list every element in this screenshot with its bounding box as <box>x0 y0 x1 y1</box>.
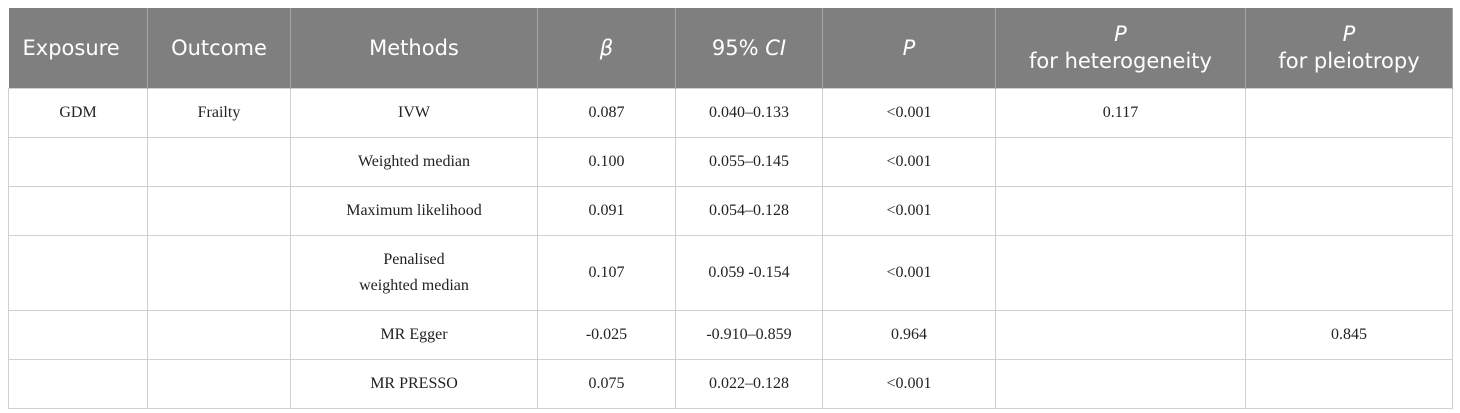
table-cell: 0.055–0.145 <box>675 137 823 187</box>
header-text: for pleiotropy <box>1278 49 1420 73</box>
table-row: Penalised weighted median 0.107 0.059 -0.15… <box>8 235 1453 311</box>
table-cell <box>995 310 1246 360</box>
table-cell <box>147 186 291 236</box>
table-cell: <0.001 <box>822 359 996 409</box>
cell-line: IVW <box>398 104 430 121</box>
table-body: GDM Frailty IVW 0.087 0.040–0.133 <0.001 0.117… <box>8 88 1453 409</box>
table-cell: MR PRESSO <box>290 359 538 409</box>
table-cell: 0.100 <box>537 137 676 187</box>
table-cell: Frailty <box>147 88 291 138</box>
cell-line: Penalised <box>383 251 445 268</box>
cell-line: Weighted median <box>357 153 470 170</box>
header-symbol: β <box>599 35 614 60</box>
table-cell: MR Egger <box>290 310 538 360</box>
table-cell <box>8 235 148 311</box>
table-cell <box>8 359 148 409</box>
table-cell <box>995 359 1246 409</box>
table-cell: Maximum likelihood <box>290 186 538 236</box>
header-text: 95% <box>711 35 759 60</box>
header-text: Outcome <box>171 35 267 60</box>
table-cell: <0.001 <box>822 235 996 311</box>
header-cell: Methods <box>290 8 538 89</box>
table-cell <box>8 186 148 236</box>
table-cell: 0.087 <box>537 88 676 138</box>
table-cell: 0.054–0.128 <box>675 186 823 236</box>
header-symbol: P <box>1114 22 1127 46</box>
table-cell: 0.107 <box>537 235 676 311</box>
header-symbol: P <box>902 35 916 60</box>
table-cell <box>1245 235 1453 311</box>
table-cell: 0.117 <box>995 88 1246 138</box>
cell-line: MR Egger <box>380 326 448 343</box>
cell-line: MR PRESSO <box>370 375 458 392</box>
table-cell: <0.001 <box>822 88 996 138</box>
table-cell: <0.001 <box>822 137 996 187</box>
table-cell <box>1245 88 1453 138</box>
table-cell: IVW <box>290 88 538 138</box>
table-row: GDM Frailty IVW 0.087 0.040–0.133 <0.001 0.117 <box>8 88 1453 138</box>
table-cell: Penalised weighted median <box>290 235 538 311</box>
table-cell: <0.001 <box>822 186 996 236</box>
header-text: Methods <box>369 35 459 60</box>
header-cell: β <box>537 8 676 89</box>
table-cell <box>147 359 291 409</box>
header-text: for heterogeneity <box>1029 49 1212 73</box>
header-cell: Outcome <box>147 8 291 89</box>
table-cell: Weighted median <box>290 137 538 187</box>
table-row: MR Egger -0.025 -0.910–0.859 0.964 0.845 <box>8 310 1453 360</box>
table-cell: 0.059 -0.154 <box>675 235 823 311</box>
table-cell <box>995 235 1246 311</box>
table-row: Weighted median 0.100 0.055–0.145 <0.001 <box>8 137 1453 187</box>
table-row: MR PRESSO 0.075 0.022–0.128 <0.001 <box>8 359 1453 409</box>
table-cell: 0.091 <box>537 186 676 236</box>
table-cell <box>995 186 1246 236</box>
table-row: Maximum likelihood 0.091 0.054–0.128 <0.001 <box>8 186 1453 236</box>
table-cell <box>8 310 148 360</box>
table-cell <box>995 137 1246 187</box>
header-cell: Exposure <box>8 8 148 89</box>
table-cell <box>1245 359 1453 409</box>
table-cell <box>8 137 148 187</box>
table-cell: GDM <box>8 88 148 138</box>
header-symbol: P <box>1342 22 1356 46</box>
table-cell <box>147 310 291 360</box>
table-cell: 0.964 <box>822 310 996 360</box>
table-cell <box>147 235 291 311</box>
table-cell: 0.075 <box>537 359 676 409</box>
header-cell: 95% CI <box>675 8 823 89</box>
table-cell: -0.910–0.859 <box>675 310 823 360</box>
table-cell: 0.022–0.128 <box>675 359 823 409</box>
header-cell: P <box>822 8 996 89</box>
header-symbol: CI <box>765 35 787 60</box>
table-cell: 0.845 <box>1245 310 1453 360</box>
table-cell <box>147 137 291 187</box>
table-cell <box>1245 137 1453 187</box>
cell-line: Maximum likelihood <box>346 202 482 219</box>
table-cell: -0.025 <box>537 310 676 360</box>
table-cell <box>1245 186 1453 236</box>
header-text: Exposure <box>22 35 120 60</box>
table-cell: 0.040–0.133 <box>675 88 823 138</box>
cell-line: weighted median <box>359 277 469 294</box>
